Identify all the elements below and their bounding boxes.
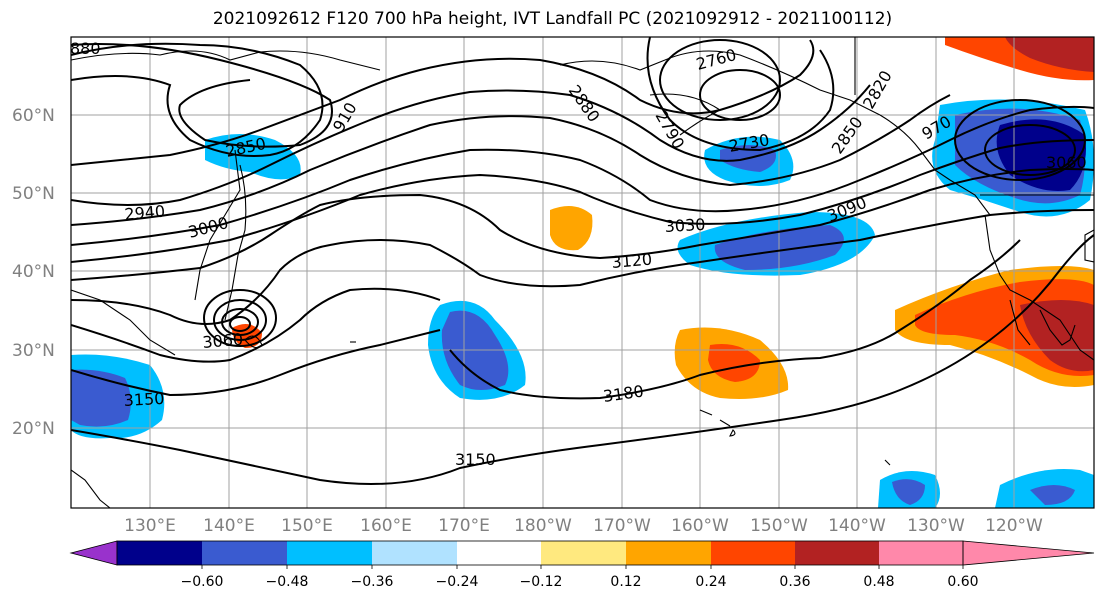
colorbar-segment	[202, 541, 287, 565]
lon-label: 150°W	[750, 516, 808, 536]
colorbar-tick-label: −0.24	[436, 574, 479, 590]
colorbar-segment	[711, 541, 795, 565]
shade-blob-north-orange	[550, 206, 593, 251]
lon-label: 140°W	[828, 516, 886, 536]
contour-labels: 880 2850 910 2940 3000 3060 3150 2760 28…	[70, 39, 1087, 469]
map-title: 2021092612 F120 700 hPa height, IVT Land…	[212, 9, 893, 29]
colorbar-tick-label: −0.48	[266, 574, 309, 590]
coastlines	[71, 37, 1094, 508]
colorbar-segment	[457, 541, 541, 565]
colorbar-segment	[287, 541, 372, 565]
lat-label: 60°N	[12, 106, 55, 126]
colorbar-tick-label: −0.12	[520, 574, 563, 590]
lat-label: 30°N	[12, 341, 55, 361]
lon-label: 170°W	[593, 516, 651, 536]
latitude-labels: 60°N 50°N 40°N 30°N 20°N	[12, 106, 55, 439]
contour-label: 880	[70, 39, 101, 58]
colorbar-ticks	[201, 565, 964, 569]
longitude-labels: 130°E 140°E 150°E 160°E 170°E 180°W 170°…	[124, 516, 1043, 536]
contour-label: 3150	[455, 450, 496, 469]
lon-label: 150°E	[281, 516, 333, 536]
colorbar: −0.60 −0.48 −0.36 −0.24 −0.12 0.12 0.24 …	[69, 540, 1095, 590]
colorbar-tick-label: 0.60	[947, 574, 978, 590]
contour-label: 3120	[611, 250, 653, 272]
colorbar-tick-label: 0.48	[863, 574, 894, 590]
lon-label: 160°E	[360, 516, 412, 536]
colorbar-segment	[795, 541, 879, 565]
contour-label: 3150	[123, 389, 165, 410]
colorbar-extend-high	[962, 540, 1095, 566]
lat-label: 20°N	[12, 419, 55, 439]
colorbar-tick-label: 0.12	[610, 574, 641, 590]
colorbar-extend-low	[69, 540, 118, 566]
contour-label: 3030	[664, 215, 706, 236]
map-frame	[70, 36, 1095, 509]
colorbar-segment	[372, 541, 457, 565]
lon-label: 140°E	[203, 516, 255, 536]
lon-label: 170°E	[438, 516, 490, 536]
colorbar-segment	[117, 541, 202, 565]
colorbar-segment	[541, 541, 626, 565]
lat-label: 40°N	[12, 262, 55, 282]
height-contours	[71, 37, 1094, 485]
colorbar-tick-label: 0.36	[779, 574, 810, 590]
contour-label: 3060	[202, 330, 244, 352]
colorbar-segment	[879, 541, 963, 565]
contour-label: 2940	[124, 202, 166, 224]
lon-label: 160°W	[671, 516, 729, 536]
lat-label: 50°N	[12, 184, 55, 204]
lon-label: 120°W	[985, 516, 1043, 536]
lon-label: 130°W	[907, 516, 965, 536]
colorbar-tick-label: 0.24	[695, 574, 726, 590]
contour-label: 3060	[1046, 153, 1087, 172]
colorbar-segment	[626, 541, 711, 565]
colorbar-tick-label: −0.36	[351, 574, 394, 590]
lon-label: 130°E	[124, 516, 176, 536]
colorbar-tick-label: −0.60	[181, 574, 224, 590]
lon-label: 180°W	[514, 516, 572, 536]
